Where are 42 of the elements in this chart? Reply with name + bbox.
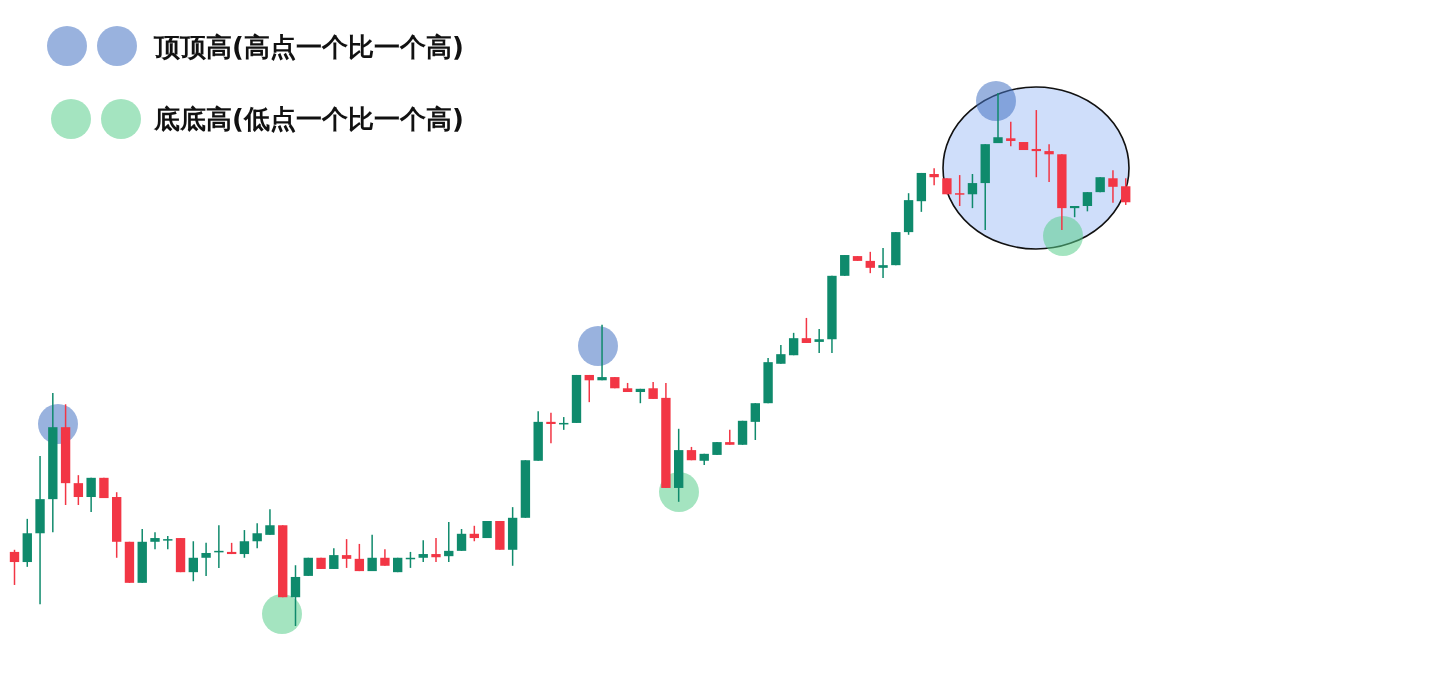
candlestick [1044, 143, 1054, 183]
candlestick [188, 540, 198, 582]
candlestick [546, 412, 556, 444]
candlestick [801, 317, 812, 344]
candlestick [456, 528, 467, 552]
candlestick [597, 324, 607, 382]
candlestick [1031, 109, 1041, 178]
candlestick [354, 543, 365, 572]
candlestick [878, 247, 888, 279]
candlestick [444, 521, 454, 563]
candlestick [329, 547, 339, 570]
candlestick [865, 251, 875, 274]
candlestick [239, 529, 250, 559]
candlestick [265, 508, 275, 536]
text: 顶顶高(高点一个比一个高) [154, 31, 464, 64]
candlestick [840, 254, 850, 277]
candlestick [431, 537, 441, 563]
candlestick [86, 477, 96, 513]
candlestick [750, 402, 760, 441]
candlestick [150, 531, 160, 550]
candlestick [814, 328, 824, 354]
annotation: 底底高(低点一个比一个高) [154, 103, 464, 136]
candlestick [1082, 191, 1093, 213]
candlestick [955, 174, 965, 207]
candlestick [341, 538, 352, 569]
candlestick [1108, 169, 1118, 204]
candlestick [776, 344, 786, 365]
candlestick [163, 535, 173, 550]
candlestick [73, 474, 84, 506]
candlestick [252, 522, 262, 549]
candlestick [967, 173, 978, 209]
candlestick [584, 374, 594, 403]
candlestick [929, 167, 939, 186]
candlestick [201, 542, 211, 577]
candlestick [1006, 121, 1016, 148]
candlestick [993, 93, 1003, 144]
candlestick [1121, 177, 1131, 206]
candlestick [725, 429, 735, 446]
candlestick [418, 539, 428, 563]
candlestick [290, 564, 301, 626]
candlestick [367, 534, 377, 572]
candlestick [9, 549, 20, 586]
